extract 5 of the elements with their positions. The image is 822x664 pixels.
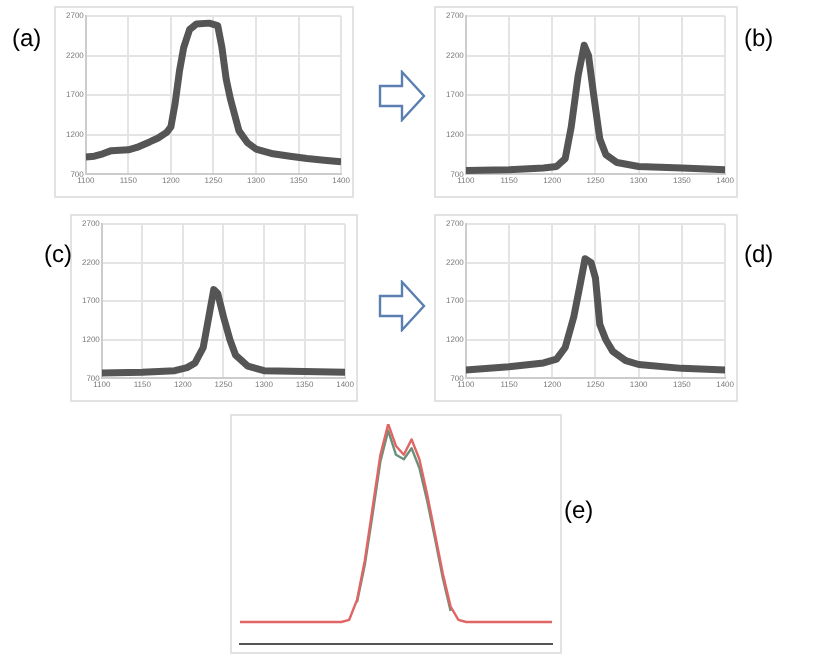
chart-title: (a) <box>12 24 42 52</box>
chart-title: (b) <box>744 24 774 52</box>
text: (c) <box>44 240 72 268</box>
text: (e) <box>564 496 594 524</box>
text: (d) <box>744 240 774 268</box>
